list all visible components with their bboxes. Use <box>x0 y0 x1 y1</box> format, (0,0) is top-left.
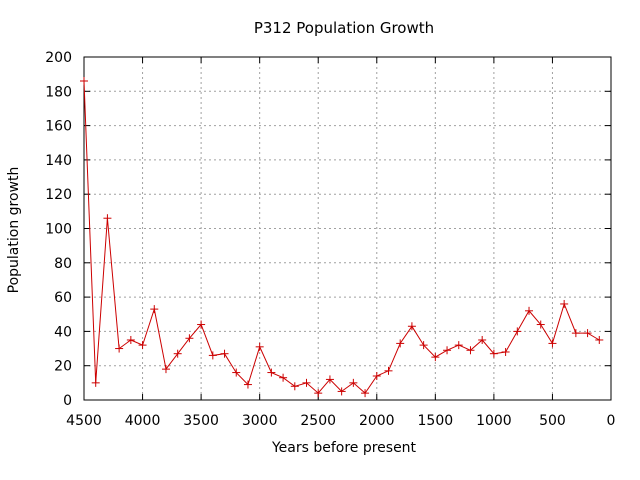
y-tick-label: 100 <box>45 222 72 238</box>
chart-title: P312 Population Growth <box>254 19 434 37</box>
data-point <box>279 373 288 382</box>
y-tick-label: 0 <box>63 393 72 409</box>
y-tick-label: 80 <box>54 256 72 272</box>
data-point <box>560 299 569 308</box>
y-tick-label: 160 <box>45 119 72 135</box>
data-point <box>525 306 534 315</box>
x-tick-label: 3500 <box>183 413 219 429</box>
data-point <box>302 378 311 387</box>
data-point <box>185 334 194 343</box>
data-point <box>337 387 346 396</box>
x-tick-label: 1000 <box>476 413 512 429</box>
x-axis-label: Years before present <box>271 440 417 456</box>
y-tick-label: 140 <box>45 153 72 169</box>
y-tick-label: 60 <box>54 290 72 306</box>
x-tick-label: 1500 <box>418 413 454 429</box>
data-point <box>466 346 475 355</box>
data-point <box>138 341 147 350</box>
axis-ticks <box>83 56 612 401</box>
data-point <box>443 346 452 355</box>
data-point <box>407 322 416 331</box>
data-point <box>197 320 206 329</box>
y-axis-label: Population growth <box>6 167 22 294</box>
data-point <box>536 320 545 329</box>
data-point <box>220 349 229 358</box>
data-point <box>372 371 381 380</box>
series-line <box>83 80 600 394</box>
data-point <box>150 305 159 314</box>
data-point <box>489 349 498 358</box>
data-point <box>419 341 428 350</box>
data-point <box>361 389 370 398</box>
data-point <box>103 214 112 223</box>
x-tick-label: 500 <box>539 413 566 429</box>
data-point <box>325 375 334 384</box>
data-point <box>396 339 405 348</box>
x-tick-label: 0 <box>607 413 616 429</box>
y-tick-labels: 0 20 40 60 80 100 120 140 160 180 200 <box>45 50 72 409</box>
data-point <box>91 378 100 387</box>
data-point <box>454 341 463 350</box>
plot-frame <box>83 56 612 401</box>
y-tick-label: 120 <box>45 187 72 203</box>
x-tick-label: 4500 <box>66 413 102 429</box>
x-tick-label: 2500 <box>300 413 336 429</box>
data-point <box>583 329 592 338</box>
data-point <box>290 382 299 391</box>
y-tick-label: 200 <box>45 50 72 66</box>
data-point <box>513 327 522 336</box>
data-point <box>478 335 487 344</box>
data-point <box>173 349 182 358</box>
data-point <box>161 365 170 374</box>
x-tick-label: 4000 <box>125 413 161 429</box>
y-tick-label: 40 <box>54 324 72 340</box>
data-point <box>548 339 557 348</box>
data-point <box>595 335 604 344</box>
data-point <box>232 368 241 377</box>
data-point <box>384 366 393 375</box>
grid-lines <box>84 57 611 400</box>
x-tick-labels: 4500 4000 3500 3000 2500 2000 1500 1000 500 0 <box>66 413 615 429</box>
data-point <box>431 353 440 362</box>
x-tick-label: 2000 <box>359 413 395 429</box>
data-point <box>80 77 88 86</box>
data-point <box>255 342 264 351</box>
data-point <box>501 347 510 356</box>
y-tick-label: 20 <box>54 359 72 375</box>
data-point <box>349 378 358 387</box>
data-point <box>208 351 217 360</box>
data-point <box>267 368 276 377</box>
data-points <box>80 77 604 398</box>
y-tick-label: 180 <box>45 84 72 100</box>
data-point <box>115 344 124 353</box>
data-point <box>126 335 135 344</box>
data-point <box>314 389 323 398</box>
x-tick-label: 3000 <box>242 413 278 429</box>
data-point <box>571 329 580 338</box>
data-point <box>243 380 252 389</box>
